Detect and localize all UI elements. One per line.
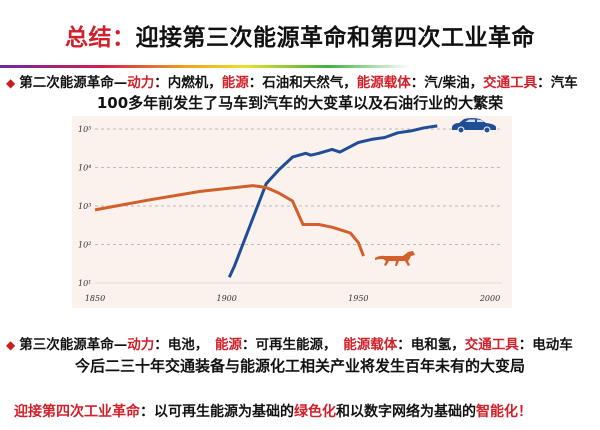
text-segment: 能源载体 [356,75,411,91]
text-segment: 能源载体 [343,337,398,353]
conclusion: 迎接第四次工业革命：以可再生能源为基础的绿色化和以数字网络为基础的智能化！ [14,401,532,421]
y-tick-label: 10⁴ [78,164,91,173]
subtitle-horse-to-car: 100多年前发生了马车到汽车的大变革以及石油行业的大繁荣 [96,94,504,112]
car-icon [452,118,496,134]
x-tick-label: 1850 [85,294,105,303]
text-segment: 绿色化 [294,404,336,420]
chart: 10¹ 10² 10³ 10⁴ 10⁵ 1850 1900 1950 2000 [78,118,502,303]
subtitle-transformation: 今后二三十年交通装备与能源化工相关产业将发生百年未有的大变局 [74,357,525,375]
text-segment: 交通工具 [464,337,519,353]
text-segment: ：电和氢， [397,337,465,353]
text-segment: ：电池， [154,337,215,353]
page-title: 总结：迎接第三次能源革命和第四次工业革命 [65,25,535,51]
text-segment: ：汽车 [537,75,578,91]
y-tick-label: 10² [78,241,91,250]
text-segment: ：石油和天然气， [248,75,357,91]
x-tick-label: 1900 [216,294,236,303]
y-tick-label: 10¹ [78,279,91,288]
text-segment: ：以可再生能源为基础的 [140,404,294,420]
text-segment: 智能化 [476,404,518,420]
horse-series-line [94,184,365,257]
car-series-line [227,124,438,278]
x-tick-label: 1950 [348,294,368,303]
text-segment: 能源 [214,337,242,353]
diamond-bullet-icon: ◆ [6,76,16,90]
text-segment: 能源 [221,75,249,91]
text-segment: ：汽/柴油， [410,75,484,91]
text-segment: ：电动车 [518,337,573,353]
text-segment: ！ [518,404,532,420]
text-segment: 动力 [127,337,155,353]
y-tick-label: 10³ [78,202,91,211]
bullet-second-revolution: ◆ 第二次能源革命—动力：内燃机，能源：石油和天然气，能源载体：汽/柴油，交通工具… [6,71,578,91]
text-segment: ：可再生能源， [241,337,344,353]
text-segment: 第三次能源革命— [19,337,128,353]
text-segment: 第二次能源革命— [19,75,128,91]
bullet-third-revolution: ◆ 第三次能源革命—动力：电池， 能源：可再生能源， 能源载体：电和氢，交通工具：… [6,333,573,353]
text-segment: 交通工具 [483,75,538,91]
horse-icon [375,251,415,266]
diamond-bullet-icon: ◆ [6,338,16,352]
title-divider [0,65,410,68]
text-segment: 和以数字网络为基础的 [336,404,476,420]
y-tick-label: 10⁵ [78,125,92,134]
chart-panel: 10¹ 10² 10³ 10⁴ 10⁵ 1850 1900 1950 2000 [72,116,512,308]
text-segment: 动力 [127,75,155,91]
text-segment: ：内燃机， [154,75,222,91]
x-tick-label: 2000 [479,294,500,303]
text-segment: 迎接第四次工业革命 [14,404,140,420]
